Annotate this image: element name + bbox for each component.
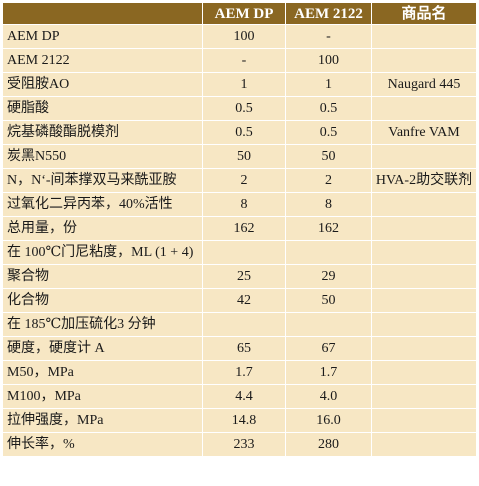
trade-name-cell <box>371 192 477 217</box>
ingredient-cell: AEM DP <box>2 24 203 49</box>
ingredient-cell: 拉伸强度，MPa <box>2 408 203 433</box>
ingredient-cell: 受阻胺AO <box>2 72 203 97</box>
aem-dp-cell <box>202 240 286 265</box>
ingredient-cell: 化合物 <box>2 288 203 313</box>
aem-2122-cell: 4.0 <box>285 384 372 409</box>
aem-dp-cell: 8 <box>202 192 286 217</box>
aem-dp-cell: 2 <box>202 168 286 193</box>
table-row: 聚合物 25 29 <box>2 264 477 289</box>
ingredient-cell: 烷基磷酸酯脱模剂 <box>2 120 203 145</box>
aem-dp-cell: 0.5 <box>202 120 286 145</box>
aem-2122-cell: 2 <box>285 168 372 193</box>
aem-dp-cell: 233 <box>202 432 286 457</box>
table-row: 拉伸强度，MPa 14.8 16.0 <box>2 408 477 433</box>
aem-dp-cell: 0.5 <box>202 96 286 121</box>
aem-2122-cell: 1.7 <box>285 360 372 385</box>
trade-name-cell: Naugard 445 <box>371 72 477 97</box>
formulation-table: AEM DP AEM 2122 商品名 AEM DP 100 - AEM 212… <box>2 2 477 457</box>
ingredient-cell: 炭黑N550 <box>2 144 203 169</box>
aem-dp-cell: - <box>202 48 286 73</box>
trade-name-cell <box>371 48 477 73</box>
header-ingredient <box>2 2 203 25</box>
aem-dp-cell: 14.8 <box>202 408 286 433</box>
table-row: 炭黑N550 50 50 <box>2 144 477 169</box>
aem-2122-cell: 0.5 <box>285 96 372 121</box>
trade-name-cell <box>371 288 477 313</box>
trade-name-cell <box>371 336 477 361</box>
ingredient-cell: 聚合物 <box>2 264 203 289</box>
header-row: AEM DP AEM 2122 商品名 <box>2 2 477 25</box>
aem-dp-cell: 162 <box>202 216 286 241</box>
formulation-table-container: AEM DP AEM 2122 商品名 AEM DP 100 - AEM 212… <box>2 2 477 457</box>
table-row: AEM 2122 - 100 <box>2 48 477 73</box>
table-row: 硬度，硬度计 A 65 67 <box>2 336 477 361</box>
table-row: 过氧化二异丙苯，40%活性 8 8 <box>2 192 477 217</box>
table-row: 总用量，份 162 162 <box>2 216 477 241</box>
table-row: N，N‘-间苯撑双马来酰亚胺 2 2 HVA-2助交联剂 <box>2 168 477 193</box>
aem-dp-cell: 42 <box>202 288 286 313</box>
trade-name-cell <box>371 216 477 241</box>
aem-dp-cell: 1 <box>202 72 286 97</box>
aem-2122-cell: 67 <box>285 336 372 361</box>
aem-2122-cell: 0.5 <box>285 120 372 145</box>
aem-2122-cell: 100 <box>285 48 372 73</box>
trade-name-cell <box>371 144 477 169</box>
aem-dp-cell: 50 <box>202 144 286 169</box>
table-row: 受阻胺AO 1 1 Naugard 445 <box>2 72 477 97</box>
table-body: AEM DP 100 - AEM 2122 - 100 受阻胺AO 1 1 Na… <box>2 24 477 457</box>
aem-dp-cell: 100 <box>202 24 286 49</box>
trade-name-cell <box>371 264 477 289</box>
header-aem-2122: AEM 2122 <box>285 2 372 25</box>
trade-name-cell <box>371 384 477 409</box>
table-row: 在 185℃加压硫化3 分钟 <box>2 312 477 337</box>
aem-2122-cell: 162 <box>285 216 372 241</box>
table-row: 伸长率，% 233 280 <box>2 432 477 457</box>
table-row: 在 100℃门尼粘度，ML (1 + 4) <box>2 240 477 265</box>
trade-name-cell <box>371 408 477 433</box>
aem-dp-cell <box>202 312 286 337</box>
aem-2122-cell: 50 <box>285 144 372 169</box>
section-label-cell: 在 185℃加压硫化3 分钟 <box>2 312 203 337</box>
table-row: 化合物 42 50 <box>2 288 477 313</box>
section-label-cell: 在 100℃门尼粘度，ML (1 + 4) <box>2 240 203 265</box>
header-aem-dp: AEM DP <box>202 2 286 25</box>
aem-2122-cell <box>285 240 372 265</box>
header-trade-name: 商品名 <box>371 2 477 25</box>
ingredient-cell: M100，MPa <box>2 384 203 409</box>
aem-dp-cell: 1.7 <box>202 360 286 385</box>
table-row: M100，MPa 4.4 4.0 <box>2 384 477 409</box>
ingredient-cell: M50，MPa <box>2 360 203 385</box>
aem-2122-cell <box>285 312 372 337</box>
aem-2122-cell: - <box>285 24 372 49</box>
ingredient-cell: 伸长率，% <box>2 432 203 457</box>
aem-2122-cell: 16.0 <box>285 408 372 433</box>
ingredient-cell: AEM 2122 <box>2 48 203 73</box>
ingredient-cell: 过氧化二异丙苯，40%活性 <box>2 192 203 217</box>
ingredient-cell: 硬度，硬度计 A <box>2 336 203 361</box>
trade-name-cell <box>371 432 477 457</box>
aem-2122-cell: 29 <box>285 264 372 289</box>
aem-dp-cell: 25 <box>202 264 286 289</box>
aem-2122-cell: 50 <box>285 288 372 313</box>
trade-name-cell <box>371 360 477 385</box>
aem-2122-cell: 1 <box>285 72 372 97</box>
aem-2122-cell: 280 <box>285 432 372 457</box>
ingredient-cell: 总用量，份 <box>2 216 203 241</box>
trade-name-cell: HVA-2助交联剂 <box>371 168 477 193</box>
ingredient-cell: 硬脂酸 <box>2 96 203 121</box>
ingredient-cell: N，N‘-间苯撑双马来酰亚胺 <box>2 168 203 193</box>
trade-name-cell: Vanfre VAM <box>371 120 477 145</box>
trade-name-cell <box>371 24 477 49</box>
trade-name-cell <box>371 96 477 121</box>
trade-name-cell <box>371 240 477 265</box>
table-row: 烷基磷酸酯脱模剂 0.5 0.5 Vanfre VAM <box>2 120 477 145</box>
table-header: AEM DP AEM 2122 商品名 <box>2 2 477 25</box>
table-row: M50，MPa 1.7 1.7 <box>2 360 477 385</box>
aem-dp-cell: 65 <box>202 336 286 361</box>
aem-dp-cell: 4.4 <box>202 384 286 409</box>
table-row: AEM DP 100 - <box>2 24 477 49</box>
aem-2122-cell: 8 <box>285 192 372 217</box>
table-row: 硬脂酸 0.5 0.5 <box>2 96 477 121</box>
trade-name-cell <box>371 312 477 337</box>
